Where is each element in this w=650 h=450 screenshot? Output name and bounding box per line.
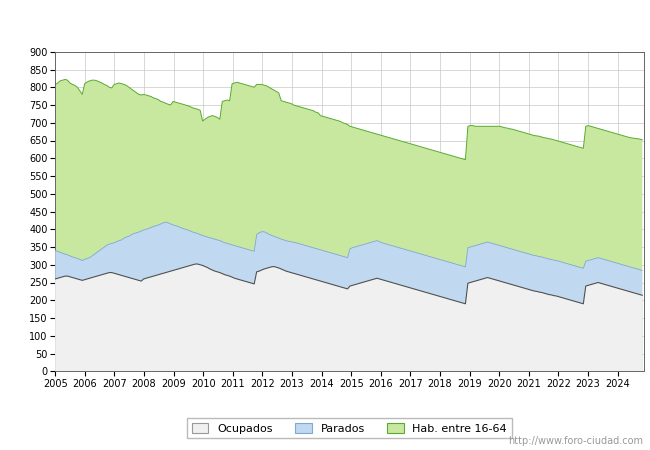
Legend: Ocupados, Parados, Hab. entre 16-64: Ocupados, Parados, Hab. entre 16-64	[187, 418, 512, 438]
Text: Caminomorisco - Evolucion de la poblacion en edad de Trabajar Noviembre de 2024: Caminomorisco - Evolucion de la poblacio…	[77, 17, 573, 30]
Text: http://www.foro-ciudad.com: http://www.foro-ciudad.com	[508, 436, 644, 446]
